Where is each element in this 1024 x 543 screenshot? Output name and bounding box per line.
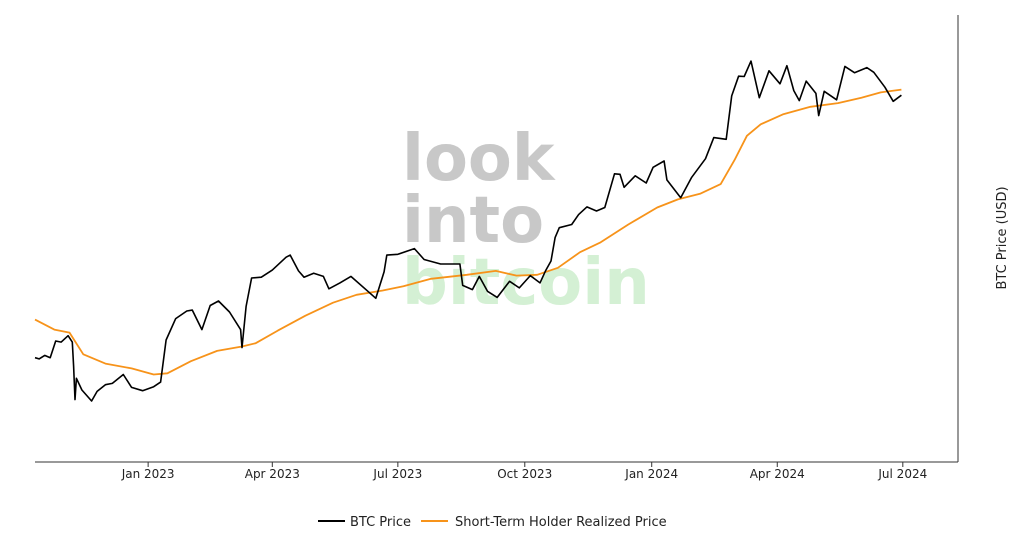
x-tick-label: Jul 2024 xyxy=(877,467,927,481)
plot-area xyxy=(34,60,902,402)
x-tick-label: Oct 2023 xyxy=(497,467,552,481)
x-tick-label: Jan 2024 xyxy=(624,467,678,481)
legend: BTC Price Short-Term Holder Realized Pric… xyxy=(318,515,667,530)
watermark-bitcoin: bitcoin xyxy=(402,246,650,320)
btc-price-line xyxy=(34,60,902,402)
legend-label[interactable]: Short-Term Holder Realized Price xyxy=(455,515,667,530)
watermark-into: into xyxy=(402,184,544,258)
sth-realized-price-line xyxy=(34,88,902,376)
watermark: look into bitcoin xyxy=(402,122,650,320)
y-axis-title: BTC Price (USD) xyxy=(995,186,1010,289)
x-axis-ticks: Jan 2023 Apr 2023 Jul 2023 Oct 2023 Jan 2024… xyxy=(121,462,927,481)
x-tick-label: Apr 2024 xyxy=(750,467,805,481)
x-tick-label: Apr 2023 xyxy=(245,467,300,481)
legend-label[interactable]: BTC Price xyxy=(350,515,411,530)
watermark-look: look xyxy=(402,122,556,196)
x-tick-label: Jan 2023 xyxy=(121,467,175,481)
x-tick-label: Jul 2023 xyxy=(372,467,422,481)
